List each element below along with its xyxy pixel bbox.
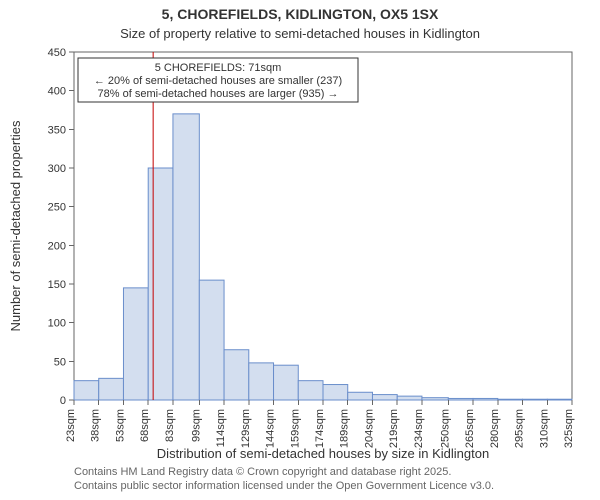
x-tick-label: 114sqm	[215, 409, 227, 447]
histogram-bar	[123, 288, 148, 400]
x-tick-label: 280sqm	[489, 409, 501, 448]
x-tick-label: 174sqm	[314, 409, 326, 448]
histogram-bar	[224, 350, 249, 400]
y-axis-label: Number of semi-detached properties	[8, 120, 23, 331]
x-tick-label: 295sqm	[514, 409, 526, 448]
histogram-bar	[422, 398, 448, 400]
x-tick-label: 204sqm	[363, 409, 375, 448]
histogram-chart: 0 50 100 150 200 250 300 350 400 450 23sqm 38sqm 53…	[0, 0, 600, 470]
y-tick-label: 50	[54, 356, 66, 368]
y-tick-label: 0	[60, 395, 66, 407]
y-tick-label: 150	[48, 279, 66, 291]
footer-line1: Contains HM Land Registry data © Crown c…	[74, 466, 451, 478]
histogram-bar	[372, 395, 397, 400]
histogram-bar	[498, 399, 523, 400]
x-tick-label: 68sqm	[139, 409, 151, 442]
x-tick-label: 189sqm	[339, 409, 351, 448]
footer-line2: Contains public sector information licen…	[74, 480, 494, 492]
x-tick-label: 23sqm	[65, 409, 77, 442]
histogram-bar	[199, 280, 224, 400]
histogram-bar	[173, 114, 199, 400]
x-tick-label: 250sqm	[439, 409, 451, 448]
histogram-bars	[74, 114, 572, 400]
x-axis-label: Distribution of semi-detached houses by …	[157, 446, 489, 461]
y-tick-label: 350	[48, 124, 66, 136]
histogram-bar	[473, 398, 498, 400]
x-tick-label: 38sqm	[90, 409, 102, 442]
y-tick-label: 300	[48, 163, 66, 175]
histogram-bar	[323, 385, 348, 400]
y-tick-label: 100	[48, 318, 66, 330]
annotation-line2: ← 20% of semi-detached houses are smalle…	[94, 75, 342, 87]
x-tick-label: 265sqm	[464, 409, 476, 448]
x-tick-label: 144sqm	[265, 409, 277, 448]
histogram-bar	[298, 381, 323, 400]
x-tick-label: 53sqm	[114, 409, 126, 442]
x-tick-label: 325sqm	[563, 409, 575, 448]
y-tick-label: 200	[48, 240, 66, 252]
x-tick-label: 99sqm	[190, 409, 202, 442]
y-tick-label: 250	[48, 202, 66, 214]
x-tick-label: 219sqm	[388, 409, 400, 448]
x-axis: 23sqm 38sqm 53sqm 68sqm 83sqm 99sqm 114sqm 129s…	[65, 400, 575, 448]
histogram-bar	[448, 398, 473, 400]
histogram-bar	[397, 396, 422, 400]
y-tick-label: 400	[48, 86, 66, 98]
histogram-bar	[249, 363, 274, 400]
annotation-line1: 5 CHOREFIELDS: 71sqm	[155, 62, 282, 74]
histogram-bar	[148, 168, 173, 400]
annotation-line3: 78% of semi-detached houses are larger (…	[98, 88, 339, 100]
x-tick-label: 310sqm	[538, 409, 550, 448]
x-tick-label: 83sqm	[164, 409, 176, 442]
histogram-bar	[74, 381, 99, 400]
y-tick-label: 450	[48, 47, 66, 59]
histogram-bar	[348, 392, 373, 400]
x-tick-label: 234sqm	[413, 409, 425, 448]
x-tick-label: 129sqm	[240, 409, 252, 448]
histogram-bar	[547, 399, 572, 400]
y-axis: 0 50 100 150 200 250 300 350 400 450	[48, 47, 74, 407]
histogram-bar	[523, 399, 548, 400]
histogram-bar	[99, 378, 124, 400]
histogram-bar	[274, 365, 299, 400]
annotation-box: 5 CHOREFIELDS: 71sqm ← 20% of semi-detac…	[78, 58, 358, 102]
x-tick-label: 159sqm	[289, 409, 301, 448]
